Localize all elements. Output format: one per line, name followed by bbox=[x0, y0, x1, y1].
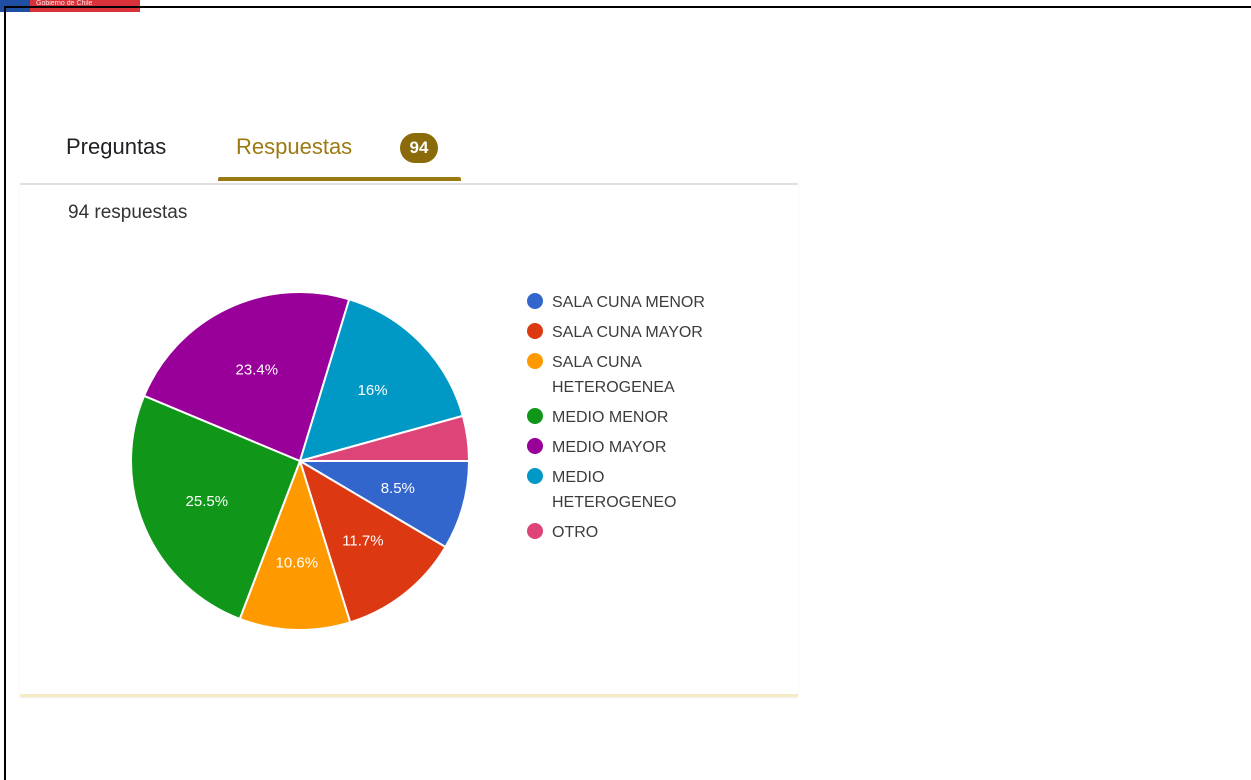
tab-preguntas[interactable]: Preguntas bbox=[66, 134, 167, 159]
legend-item-sala-cuna-mayor[interactable]: SALA CUNA MAYOR bbox=[527, 323, 703, 341]
legend-swatch bbox=[527, 408, 543, 424]
pie-slice-sala-cuna-menor[interactable] bbox=[296, 460, 471, 549]
pie-slice-otro[interactable] bbox=[299, 414, 471, 462]
slice-label-medio-heterogeneo: 16% bbox=[358, 382, 388, 399]
legend-swatch bbox=[527, 323, 543, 339]
legend-label: SALA CUNA MENOR bbox=[552, 294, 705, 311]
slice-label-medio-menor: 25.5% bbox=[186, 493, 229, 510]
legend-item-medio-menor[interactable]: MEDIO MENOR bbox=[527, 408, 668, 426]
legend-label: HETEROGENEA bbox=[552, 379, 675, 396]
pie-slice-medio-heterogeneo[interactable] bbox=[298, 298, 465, 463]
legend-label: SALA CUNA MAYOR bbox=[552, 324, 703, 341]
responses-count-label: 94 respuestas bbox=[68, 202, 188, 223]
legend-swatch bbox=[527, 293, 543, 309]
legend-label: MEDIO bbox=[552, 469, 604, 486]
legend-item-sala-cuna-menor[interactable]: SALA CUNA MENOR bbox=[527, 293, 705, 311]
legend-label: HETEROGENEO bbox=[552, 494, 676, 511]
pie-slice-sala-cuna-mayor[interactable] bbox=[298, 458, 447, 624]
legend-swatch bbox=[527, 468, 543, 484]
legend-item-medio-mayor[interactable]: MEDIO MAYOR bbox=[527, 438, 666, 456]
pie-slice-medio-mayor[interactable] bbox=[142, 291, 351, 463]
slice-label-sala-cuna-heterogenea: 10.6% bbox=[276, 554, 319, 571]
legend-item-otro[interactable]: OTRO bbox=[527, 523, 598, 541]
legend-item-medio-heterogeneo[interactable]: MEDIO HETEROGENEO bbox=[527, 468, 676, 511]
slice-label-sala-cuna-menor: 8.5% bbox=[381, 480, 415, 497]
responses-count-badge: 94 bbox=[400, 133, 438, 163]
active-tab-indicator bbox=[218, 177, 461, 181]
legend-item-sala-cuna-heterogenea[interactable]: SALA CUNA HETEROGENEA bbox=[527, 353, 675, 396]
content-frame bbox=[4, 6, 1251, 780]
tab-respuestas[interactable]: Respuestas bbox=[236, 134, 353, 159]
response-card: 94 respuestas 8.5% 11.7% 10.6% 25.5% 23.4% 16… bbox=[20, 183, 798, 697]
legend-label: SALA CUNA bbox=[552, 354, 642, 371]
legend-label: MEDIO MENOR bbox=[552, 409, 668, 426]
legend-swatch bbox=[527, 523, 543, 539]
legend-label: OTRO bbox=[552, 524, 598, 541]
legend-label: MEDIO MAYOR bbox=[552, 439, 666, 456]
pie-slice-medio-menor[interactable] bbox=[130, 394, 302, 621]
pie-chart: 8.5% 11.7% 10.6% 25.5% 23.4% 16% SALA CUNA MEN… bbox=[130, 291, 705, 631]
tab-bar: Preguntas Respuestas 94 bbox=[22, 120, 798, 184]
slice-label-medio-mayor: 23.4% bbox=[236, 361, 279, 378]
slice-label-sala-cuna-mayor: 11.7% bbox=[342, 533, 383, 550]
legend-swatch bbox=[527, 438, 543, 454]
legend-swatch bbox=[527, 353, 543, 369]
pie-slice-sala-cuna-heterogenea[interactable] bbox=[238, 457, 352, 631]
